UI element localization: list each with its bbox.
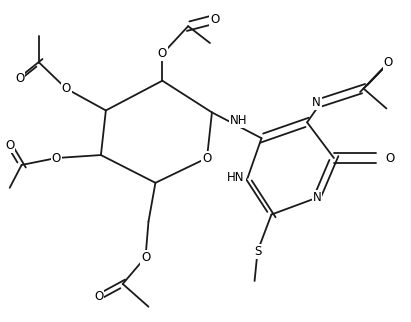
Text: NH: NH: [230, 114, 247, 127]
Text: O: O: [384, 56, 393, 69]
Text: O: O: [15, 72, 24, 85]
Text: O: O: [202, 152, 212, 165]
Text: O: O: [52, 152, 61, 165]
Text: O: O: [5, 139, 14, 152]
Text: HN: HN: [227, 171, 245, 185]
Text: O: O: [158, 47, 167, 61]
Text: N: N: [312, 96, 321, 109]
Text: O: O: [94, 290, 104, 303]
Text: O: O: [141, 251, 150, 264]
Text: S: S: [254, 245, 261, 258]
Text: N: N: [313, 191, 321, 204]
Text: O: O: [62, 82, 71, 95]
Text: O: O: [386, 152, 395, 165]
Text: O: O: [210, 13, 219, 26]
